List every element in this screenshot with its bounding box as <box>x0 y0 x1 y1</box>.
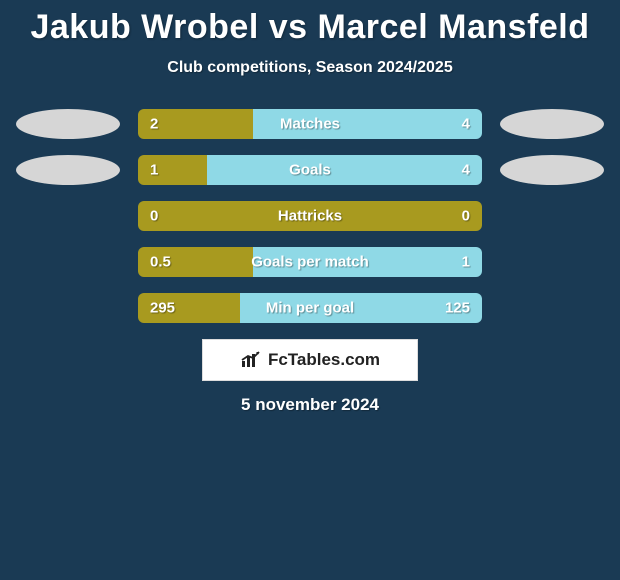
stat-row: 0.5 1 Goals per match <box>0 247 620 277</box>
stat-value-left: 0.5 <box>150 254 171 271</box>
stat-name: Hattricks <box>278 208 342 225</box>
bar-segment-left <box>138 155 207 185</box>
stat-name: Goals per match <box>251 254 369 271</box>
card-subtitle: Club competitions, Season 2024/2025 <box>0 59 620 77</box>
stat-value-left: 0 <box>150 208 158 225</box>
stat-name: Goals <box>289 162 331 179</box>
spacer <box>16 293 120 323</box>
stat-value-right: 125 <box>445 300 470 317</box>
spacer <box>500 293 604 323</box>
stat-value-left: 1 <box>150 162 158 179</box>
spacer <box>16 247 120 277</box>
stat-bar: 0.5 1 Goals per match <box>138 247 482 277</box>
player-left-marker <box>16 155 120 185</box>
bar-segment-right <box>207 155 482 185</box>
spacer <box>500 201 604 231</box>
stat-bar: 295 125 Min per goal <box>138 293 482 323</box>
stat-bar: 2 4 Matches <box>138 109 482 139</box>
card-title: Jakub Wrobel vs Marcel Mansfeld <box>0 8 620 47</box>
stat-bar: 0 0 Hattricks <box>138 201 482 231</box>
comparison-card: Jakub Wrobel vs Marcel Mansfeld Club com… <box>0 0 620 415</box>
stat-row: 0 0 Hattricks <box>0 201 620 231</box>
stat-row: 2 4 Matches <box>0 109 620 139</box>
brand-label: FcTables.com <box>268 350 380 370</box>
brand-box[interactable]: FcTables.com <box>202 339 418 381</box>
stat-value-left: 295 <box>150 300 175 317</box>
stat-row: 1 4 Goals <box>0 155 620 185</box>
stat-name: Min per goal <box>266 300 354 317</box>
stat-value-right: 4 <box>462 116 470 133</box>
stat-row: 295 125 Min per goal <box>0 293 620 323</box>
chart-icon <box>240 351 262 369</box>
spacer <box>500 247 604 277</box>
player-left-marker <box>16 109 120 139</box>
stat-value-right: 1 <box>462 254 470 271</box>
stat-bar: 1 4 Goals <box>138 155 482 185</box>
player-right-marker <box>500 155 604 185</box>
stat-rows: 2 4 Matches 1 4 Goals 0 0 Hattricks 0.5 1 Goals per… <box>0 109 620 323</box>
stat-name: Matches <box>280 116 340 133</box>
spacer <box>16 201 120 231</box>
stat-value-left: 2 <box>150 116 158 133</box>
stat-value-right: 0 <box>462 208 470 225</box>
card-date: 5 november 2024 <box>0 395 620 415</box>
player-right-marker <box>500 109 604 139</box>
stat-value-right: 4 <box>462 162 470 179</box>
